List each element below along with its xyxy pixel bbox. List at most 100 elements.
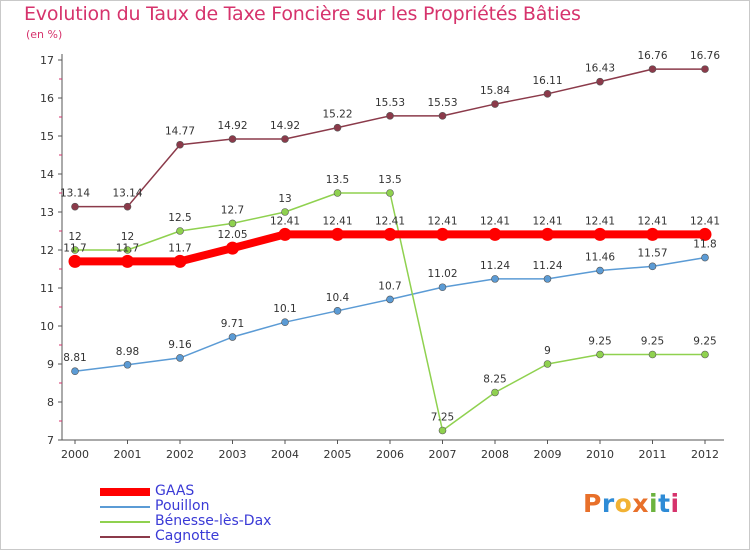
x-tick-label: 2003 bbox=[219, 448, 247, 461]
legend-label: Pouillon bbox=[155, 498, 210, 514]
data-label: 11.7 bbox=[168, 242, 191, 254]
data-label: 15.53 bbox=[427, 97, 457, 109]
data-label: 13.5 bbox=[378, 174, 401, 186]
data-point bbox=[646, 227, 659, 241]
data-label: 11.24 bbox=[480, 260, 510, 272]
data-label: 11.46 bbox=[585, 252, 615, 264]
data-label: 15.84 bbox=[480, 85, 510, 97]
data-label: 16.76 bbox=[690, 50, 720, 62]
data-point bbox=[176, 140, 184, 149]
legend-item: Bénesse-lès-Dax bbox=[100, 514, 320, 529]
data-label: 12.41 bbox=[427, 215, 457, 227]
y-tick-label: 9 bbox=[47, 358, 54, 371]
data-label: 8.25 bbox=[483, 374, 506, 386]
data-label: 14.77 bbox=[165, 126, 195, 138]
data-point bbox=[176, 227, 184, 235]
x-tick-label: 2007 bbox=[429, 448, 457, 461]
data-point bbox=[333, 189, 342, 197]
data-label: 12 bbox=[121, 231, 134, 243]
data-label: 12.41 bbox=[322, 215, 352, 227]
data-point bbox=[648, 350, 657, 359]
data-label: 12.41 bbox=[532, 215, 562, 227]
legend-label: Cagnotte bbox=[155, 528, 220, 544]
data-label: 15.22 bbox=[322, 109, 352, 121]
x-tick-label: 2010 bbox=[586, 448, 614, 461]
line-chart: 7 8 9 10 11 12 13 14 15 16 17 2000 2001 2002 2003 2004 2… bbox=[40, 50, 724, 461]
data-label: 12.41 bbox=[637, 215, 667, 227]
data-point bbox=[123, 202, 132, 211]
data-label: 15.53 bbox=[375, 97, 405, 109]
data-point bbox=[278, 227, 292, 241]
data-label: 13.14 bbox=[112, 188, 142, 200]
data-label: 16.11 bbox=[532, 75, 562, 87]
data-point bbox=[438, 112, 447, 120]
data-point bbox=[701, 65, 709, 73]
data-label: 9.25 bbox=[641, 336, 664, 348]
data-point bbox=[543, 90, 552, 98]
data-label: 11.02 bbox=[427, 268, 457, 280]
data-point bbox=[386, 295, 394, 304]
data-point bbox=[176, 354, 184, 362]
data-label: 9.16 bbox=[168, 339, 192, 351]
data-label: 9.25 bbox=[588, 336, 611, 348]
data-label: 11.7 bbox=[63, 242, 86, 254]
legend-swatch bbox=[100, 521, 150, 523]
chart-title: Evolution du Taux de Taxe Foncière sur l… bbox=[24, 3, 581, 25]
data-point bbox=[121, 254, 134, 268]
y-tick-label: 13 bbox=[40, 206, 54, 219]
series-line-3 bbox=[75, 68, 705, 208]
legend-label: Bénesse-lès-Dax bbox=[155, 513, 272, 529]
x-tick-label: 2006 bbox=[376, 448, 404, 461]
y-tick-label: 10 bbox=[40, 320, 54, 333]
data-label: 11.8 bbox=[693, 239, 716, 251]
x-tick-label: 2001 bbox=[114, 448, 142, 461]
legend: GAAS Pouillon Bénesse-lès-Dax Cagnotte bbox=[100, 484, 320, 544]
data-point bbox=[281, 208, 289, 216]
data-label: 12.41 bbox=[585, 215, 615, 227]
data-label: 12.05 bbox=[217, 229, 247, 241]
data-label: 8.98 bbox=[116, 346, 139, 358]
data-point bbox=[71, 367, 79, 376]
legend-item: Pouillon bbox=[100, 499, 320, 514]
data-label: 13.14 bbox=[60, 188, 90, 200]
y-tick-label: 17 bbox=[40, 54, 54, 67]
x-tick-label: 2005 bbox=[324, 448, 352, 461]
y-tick-label: 8 bbox=[47, 396, 54, 409]
data-point bbox=[383, 227, 397, 241]
data-point bbox=[488, 227, 502, 241]
legend-label: GAAS bbox=[155, 483, 195, 499]
x-tick-label: 2012 bbox=[691, 448, 719, 461]
x-tick-label: 2002 bbox=[166, 448, 194, 461]
data-label: 12.7 bbox=[221, 204, 244, 216]
data-point bbox=[593, 227, 607, 241]
x-tick-label: 2004 bbox=[271, 448, 299, 461]
y-tick-label: 15 bbox=[40, 130, 54, 143]
y-tick-label: 11 bbox=[40, 282, 54, 295]
data-point bbox=[68, 254, 82, 268]
data-label: 9.71 bbox=[221, 318, 244, 330]
data-point bbox=[543, 360, 552, 368]
data-point bbox=[228, 135, 237, 143]
data-point bbox=[281, 318, 289, 327]
data-point bbox=[386, 112, 394, 120]
data-label: 16.43 bbox=[585, 63, 615, 75]
data-point bbox=[436, 227, 449, 241]
data-label: 10.4 bbox=[326, 292, 350, 304]
data-label: 10.7 bbox=[378, 280, 401, 292]
data-point bbox=[333, 123, 342, 132]
x-tick-label: 2000 bbox=[61, 448, 89, 461]
data-label: 8.81 bbox=[63, 352, 86, 364]
data-point bbox=[173, 254, 187, 268]
x-tick-label: 2008 bbox=[481, 448, 509, 461]
data-point bbox=[228, 333, 237, 341]
legend-item: Cagnotte bbox=[100, 529, 320, 544]
data-point bbox=[541, 227, 554, 241]
data-point bbox=[281, 135, 289, 143]
data-point bbox=[648, 65, 657, 73]
legend-swatch bbox=[100, 506, 150, 508]
data-label: 11.57 bbox=[637, 247, 667, 259]
data-point bbox=[596, 266, 604, 275]
data-label: 9.25 bbox=[693, 336, 716, 348]
y-tick-label: 12 bbox=[40, 244, 54, 257]
data-point bbox=[596, 77, 604, 86]
